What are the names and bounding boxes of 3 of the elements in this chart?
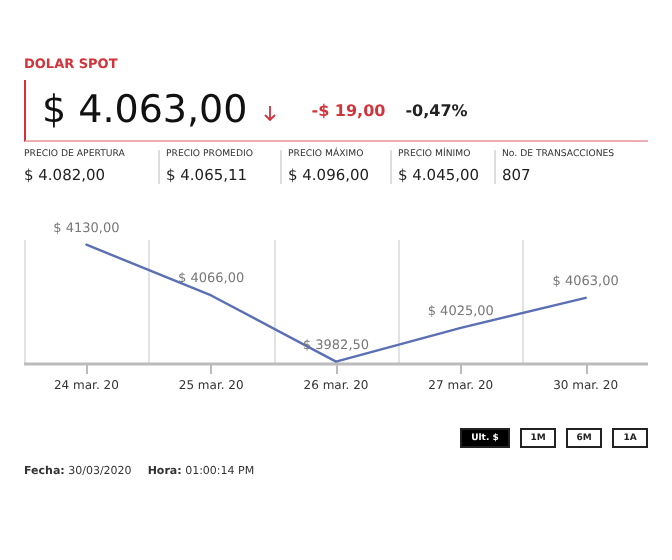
text: $ 4.063,00	[42, 88, 248, 132]
text: -0,47%	[405, 101, 468, 119]
text: -$ 19,00	[311, 101, 386, 119]
